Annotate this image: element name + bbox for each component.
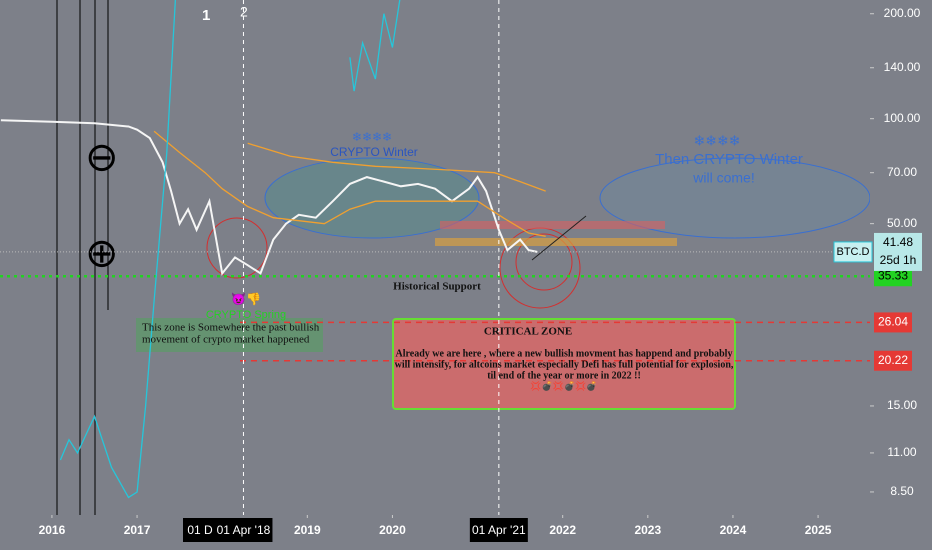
annotation: This zone is Somewhere the past bullish (142, 322, 320, 334)
icons: 😈👎 (231, 292, 261, 306)
annotation: will come! (692, 170, 754, 186)
marker-box (214, 518, 273, 542)
annotation: will intensify, for altcoins market espe… (395, 359, 734, 370)
last-value-label: 41.48 (883, 235, 913, 249)
x-tick-label: 2025 (805, 523, 832, 537)
zoom-in-icon: ⊕ (85, 232, 119, 276)
y-tick-label: 8.50 (890, 484, 914, 498)
x-tick-label: 2023 (634, 523, 661, 537)
interval-box (183, 518, 218, 542)
x-tick-label: 2016 (39, 523, 66, 537)
symbol-label: BTC.D (837, 246, 870, 258)
wave-label: 2 (240, 4, 248, 20)
countdown-label: 25d 1h (880, 253, 917, 267)
interval-label: 01 D (187, 523, 213, 537)
series-line (59, 0, 401, 499)
y-tick-label: 15.00 (887, 398, 917, 412)
y-tick-label: 70.00 (887, 165, 917, 179)
level-label: 26.04 (878, 315, 908, 329)
y-tick-label: 200.00 (884, 6, 921, 20)
level-tag (874, 312, 912, 333)
annotation: CRYPTO Spring (206, 309, 286, 321)
x-tick-label: 2020 (379, 523, 406, 537)
level-tag (874, 266, 912, 287)
annotation: Then CRYPTO Winter (655, 151, 803, 168)
annotation: Historical Support (393, 281, 481, 293)
x-tick-label: 2022 (549, 523, 576, 537)
x-tick-label: 2019 (294, 523, 321, 537)
marker-label: 01 Apr '21 (472, 523, 526, 537)
x-tick-label: 2024 (720, 523, 747, 537)
x-tick-label: 2017 (124, 523, 151, 537)
zoom-out-icon: ⊖ (85, 136, 119, 180)
level-label: 20.22 (878, 353, 908, 367)
y-tick-label: 11.00 (887, 445, 916, 459)
wave-label: 1 (202, 7, 210, 24)
y-tick-label: 50.00 (887, 216, 917, 230)
annotation: Already we are here , where a new bullis… (396, 348, 733, 359)
last-value-tag (874, 232, 922, 271)
vertical-lines (56, 0, 109, 515)
drawings: ⊖ ⊕ (85, 136, 871, 410)
series-line (0, 119, 538, 276)
symbol-tag (833, 241, 873, 263)
level-label: 35.33 (878, 268, 908, 282)
y-tick-label: 140.00 (884, 60, 921, 74)
annotation: movement of crypto market happened (142, 334, 310, 346)
level-tag (874, 350, 912, 371)
icons: ❄❄❄❄ (694, 133, 741, 149)
plot-area (0, 0, 870, 515)
annotation: 💢💣💢💣💢💣 (530, 380, 597, 392)
icons: ❄❄❄❄ (352, 130, 392, 144)
y-tick-label: 100.00 (884, 111, 921, 125)
marker-box (469, 518, 528, 542)
annotation: til end of the year or more in 2022 !! (487, 370, 641, 381)
annotation: CRYPTO Winter (330, 145, 418, 159)
series-line (153, 130, 546, 237)
annotation-title: CRITICAL ZONE (484, 326, 572, 338)
marker-label: 01 Apr '18 (217, 523, 271, 537)
series-line (247, 142, 546, 192)
